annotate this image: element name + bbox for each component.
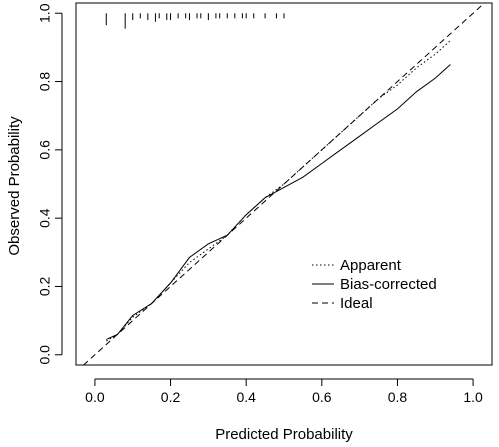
legend-label: Bias-corrected [340,276,437,293]
plot-frame [75,2,493,366]
y-tick-label: 0.6 [37,140,53,160]
y-tick-label: 0.2 [37,277,53,297]
series-line-apparent [106,40,451,342]
y-tick-label: 0.4 [37,208,53,228]
series-line-bias-corrected [106,64,451,340]
x-tick-label: 0.6 [312,389,332,405]
x-tick-label: 0.2 [161,389,181,405]
rug-layer [105,13,285,29]
series-line-ideal [82,3,486,365]
x-tick-label: 0.8 [388,389,408,405]
x-tick-label: 0.0 [85,389,105,405]
x-tick-label: 1.0 [463,389,483,405]
x-tick-label: 0.4 [236,389,256,405]
legend-label: Ideal [340,295,373,312]
y-tick-label: 0.8 [37,72,53,92]
y-tick-label: 0.0 [37,345,53,365]
legend: Apparent Bias-corrected Ideal [312,257,437,312]
legend-label: Apparent [340,257,402,274]
y-tick-label: 1.0 [37,3,53,23]
y-axis-title: Observed Probability [6,116,23,256]
y-axis: 0.0 0.2 0.4 0.6 0.8 1.0 [37,3,63,365]
series-layer [82,3,486,365]
x-axis: 0.0 0.2 0.4 0.6 0.8 1.0 [85,378,483,405]
x-axis-title: Predicted Probability [215,426,353,443]
